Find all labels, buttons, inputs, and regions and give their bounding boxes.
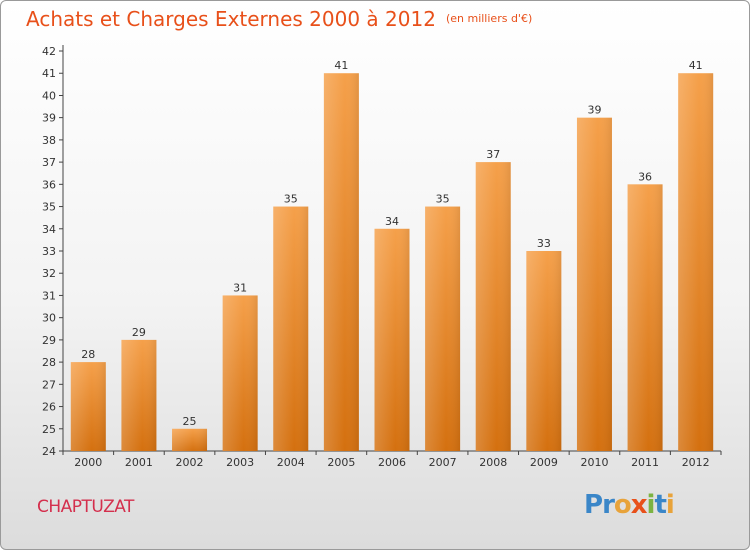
logo-letter: i (646, 490, 656, 520)
bar-shade (576, 117, 612, 452)
x-tick-label: 2002 (176, 456, 204, 469)
proxiti-logo: Proxiti (584, 490, 675, 520)
data-label: 35 (436, 193, 450, 206)
x-tick-label: 2006 (378, 456, 406, 469)
bar-shade (70, 362, 106, 451)
bar-shade (526, 251, 562, 451)
x-tick-label: 2004 (277, 456, 305, 469)
y-tick-label: 26 (42, 401, 56, 414)
chart-title: Achats et Charges Externes 2000 à 2012 (e… (26, 7, 532, 31)
y-tick-label: 37 (42, 156, 56, 169)
x-tick-label: 2008 (479, 456, 507, 469)
x-tick-label: 2000 (74, 456, 102, 469)
data-label: 31 (233, 281, 247, 294)
bar-shade (627, 184, 663, 452)
y-tick-label: 39 (42, 112, 56, 125)
data-label: 28 (81, 348, 95, 361)
bar-shade (273, 206, 309, 451)
bar-shade (425, 206, 461, 451)
y-tick-label: 38 (42, 134, 56, 147)
y-tick-label: 33 (42, 245, 56, 258)
y-tick-label: 27 (42, 378, 56, 391)
data-label: 36 (638, 170, 652, 183)
y-tick-label: 28 (42, 356, 56, 369)
logo-letter: t (654, 490, 666, 520)
x-tick-label: 2007 (429, 456, 457, 469)
data-label: 41 (334, 59, 348, 72)
commune-name: CHAPTUZAT (37, 497, 134, 517)
data-label: 33 (537, 237, 551, 250)
bar-shade (678, 73, 714, 451)
logo-letter: i (665, 490, 675, 520)
data-label: 37 (486, 148, 500, 161)
data-label: 25 (183, 415, 197, 428)
x-tick-label: 2001 (125, 456, 153, 469)
bar-shade (374, 228, 410, 451)
y-tick-label: 36 (42, 178, 56, 191)
x-tick-label: 2009 (530, 456, 558, 469)
y-tick-label: 40 (42, 89, 56, 102)
logo-letter: x (630, 490, 648, 520)
bar-shade (222, 295, 258, 451)
chart-bars (70, 73, 714, 452)
chart-unit: (en milliers d'€) (445, 12, 533, 25)
bar-shade (172, 428, 208, 451)
y-tick-label: 30 (42, 312, 56, 325)
logo-letter: r (602, 490, 615, 520)
chart-title-text: Achats et Charges Externes 2000 à 2012 (26, 7, 436, 31)
data-label: 41 (689, 59, 703, 72)
bar-shade (475, 162, 511, 451)
logo-letter: o (613, 490, 632, 520)
y-tick-label: 42 (42, 45, 56, 58)
x-tick-label: 2010 (580, 456, 608, 469)
y-tick-label: 32 (42, 267, 56, 280)
data-label: 39 (587, 104, 601, 117)
y-tick-label: 25 (42, 423, 56, 436)
x-tick-label: 2011 (631, 456, 659, 469)
chart-data-labels: 28 29 25 31 35 41 34 35 37 33 39 36 41 (81, 59, 702, 428)
data-label: 35 (284, 193, 298, 206)
x-tick-label: 2003 (226, 456, 254, 469)
y-tick-label: 29 (42, 334, 56, 347)
logo-letter: P (584, 490, 603, 520)
y-tick-label: 41 (42, 67, 56, 80)
y-tick-label: 31 (42, 289, 56, 302)
x-tick-label: 2005 (327, 456, 355, 469)
data-label: 29 (132, 326, 146, 339)
x-tick-label: 2012 (682, 456, 710, 469)
bar-shade (323, 73, 359, 451)
bar-shade (121, 339, 157, 451)
y-tick-label: 24 (42, 445, 56, 458)
y-tick-label: 35 (42, 201, 56, 214)
data-label: 34 (385, 215, 399, 228)
chart-axes: 24 25 26 27 28 29 30 31 32 33 34 35 36 37 38 39 40 41 42 20… (42, 45, 722, 469)
y-tick-label: 34 (42, 223, 56, 236)
